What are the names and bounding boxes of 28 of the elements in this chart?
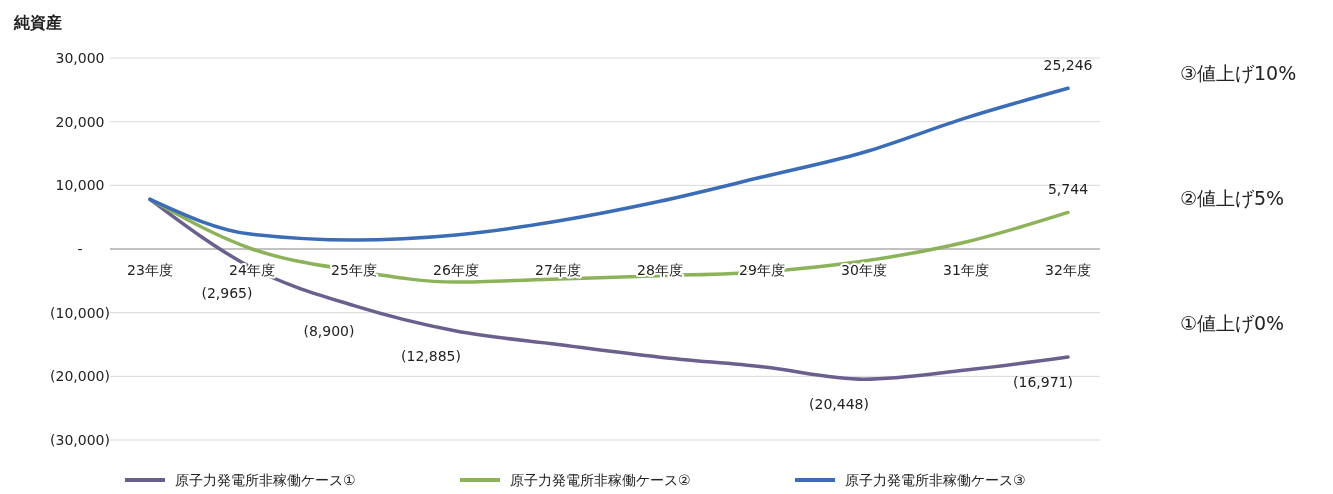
- y-tick-label: -: [77, 241, 83, 257]
- data-label: (20,448): [809, 396, 869, 413]
- y-tick-label: (20,000): [50, 368, 110, 385]
- y-tick-label: 20,000: [55, 113, 105, 130]
- x-tick-label: 23年度: [127, 262, 173, 278]
- text: ②値上げ5%: [1180, 187, 1285, 209]
- data-label: (2,965): [201, 284, 253, 301]
- y-tick-label: (30,000): [50, 432, 110, 448]
- data-label: 25,246: [1043, 57, 1093, 74]
- x-tick-label: 26年度: [433, 262, 479, 278]
- legend-label: 原子力発電所非稼働ケース②: [510, 472, 691, 488]
- x-tick-label: 30年度: [841, 262, 887, 278]
- y-tick-label: (10,000): [50, 304, 110, 321]
- y-tick-label: 30,000: [55, 50, 105, 66]
- y-tick-label: 10,000: [55, 177, 105, 194]
- x-tick-label: 28年度: [637, 262, 683, 278]
- x-tick-label: 31年度: [943, 262, 989, 278]
- legend-label: 原子力発電所非稼働ケース③: [845, 472, 1026, 488]
- text: ③値上げ10%: [1180, 62, 1297, 84]
- x-tick-label: 27年度: [535, 262, 581, 278]
- data-label: 5,744: [1047, 181, 1089, 198]
- y-axis-title: 純資産: [13, 13, 62, 32]
- x-tick-label: 32年度: [1045, 262, 1091, 278]
- data-label: (12,885): [401, 348, 461, 365]
- data-label: (8,900): [303, 322, 355, 339]
- data-label: (16,971): [1013, 374, 1073, 391]
- text: ①値上げ0%: [1180, 312, 1285, 334]
- legend-label: 原子力発電所非稼働ケース①: [175, 472, 356, 488]
